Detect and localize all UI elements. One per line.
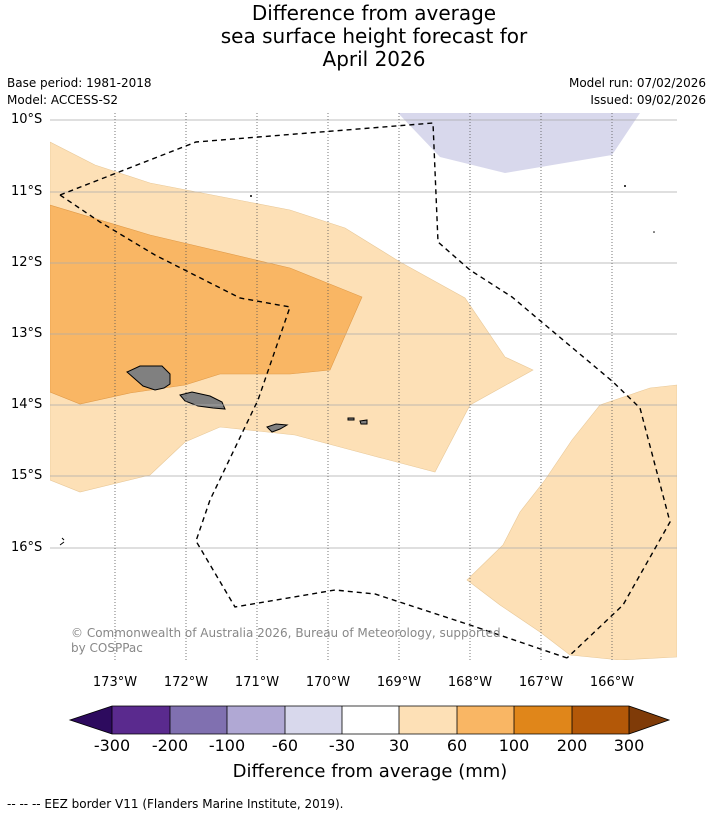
- title-line-1: Difference from average: [251, 1, 497, 25]
- colorbar-cell: [457, 706, 514, 734]
- colorbar-label: 30: [388, 736, 410, 755]
- colorbar-label: -60: [271, 736, 299, 755]
- colorbar: [68, 705, 671, 735]
- title-line-3: April 2026: [322, 47, 426, 71]
- island-savaii: [126, 365, 171, 391]
- colorbar-label: 200: [556, 736, 588, 755]
- lon-label: 166°W: [589, 675, 635, 690]
- colorbar-label: -30: [328, 736, 356, 755]
- lat-label: 14°S: [11, 397, 43, 412]
- colorbar-cell: [514, 706, 572, 734]
- latitude-gridlines: [50, 119, 677, 549]
- eez-border-samoa-as: [59, 194, 568, 659]
- map-title: Difference from average sea surface heig…: [0, 2, 713, 71]
- contour-neg-30-60: [398, 113, 640, 173]
- lat-label: 16°S: [11, 540, 43, 555]
- map-area: [50, 113, 677, 660]
- model-name: Model: ACCESS-S2: [7, 93, 119, 107]
- island-tau: [359, 419, 368, 425]
- meta-right: Model run: 07/02/2026 Issued: 09/02/2026: [569, 75, 706, 109]
- colorbar-cell: [342, 706, 399, 734]
- colorbar-label: -200: [151, 736, 189, 755]
- meta-left: Base period: 1981-2018 Model: ACCESS-S2: [7, 75, 152, 109]
- island-swains: [250, 195, 252, 197]
- lat-label: 13°S: [11, 326, 43, 341]
- lat-label: 11°S: [11, 184, 43, 199]
- colorbar-cell: [572, 706, 629, 734]
- lon-label: 170°W: [305, 675, 351, 690]
- colorbar-lower-extension: [70, 706, 112, 734]
- eez-legend-note: -- -- -- EEZ border V11 (Flanders Marine…: [7, 797, 344, 811]
- lon-label: 168°W: [447, 675, 493, 690]
- colorbar-cell: [170, 706, 227, 734]
- lon-label: 167°W: [518, 675, 564, 690]
- colorbar-cell: [112, 706, 170, 734]
- island-fakaofo: [624, 185, 626, 187]
- colorbar-label: 60: [446, 736, 468, 755]
- colorbar-label: 300: [613, 736, 645, 755]
- island-tutuila: [266, 423, 289, 433]
- base-period: Base period: 1981-2018: [7, 76, 152, 90]
- colorbar-title: Difference from average (mm): [232, 761, 508, 782]
- island-wallis: [59, 537, 65, 546]
- colorbar-cell: [227, 706, 285, 734]
- island-east-speck: [653, 231, 655, 233]
- lon-label: 169°W: [376, 675, 422, 690]
- lat-label: 15°S: [11, 468, 43, 483]
- colorbar-upper-extension: [629, 706, 669, 734]
- model-run: Model run: 07/02/2026: [568, 76, 706, 90]
- lon-label: 171°W: [234, 675, 280, 690]
- island-ofu: [347, 417, 355, 421]
- lat-label: 10°S: [11, 112, 43, 127]
- lon-label: 173°W: [92, 675, 138, 690]
- colorbar-label: 100: [498, 736, 530, 755]
- colorbar-cell: [285, 706, 342, 734]
- eez-border-tokelau-samoa: [59, 122, 671, 659]
- lat-label: 12°S: [11, 255, 43, 270]
- title-line-2: sea surface height forecast for: [220, 24, 528, 48]
- longitude-gridlines: [114, 113, 613, 660]
- copyright-notice: © Commonwealth of Australia 2026, Bureau…: [71, 626, 501, 655]
- lon-label: 172°W: [163, 675, 209, 690]
- colorbar-cell: [399, 706, 457, 734]
- contour-60-100-west: [50, 204, 363, 405]
- colorbar-label: -100: [208, 736, 246, 755]
- colorbar-label: -300: [93, 736, 131, 755]
- issued-date: Issued: 09/02/2026: [590, 93, 706, 107]
